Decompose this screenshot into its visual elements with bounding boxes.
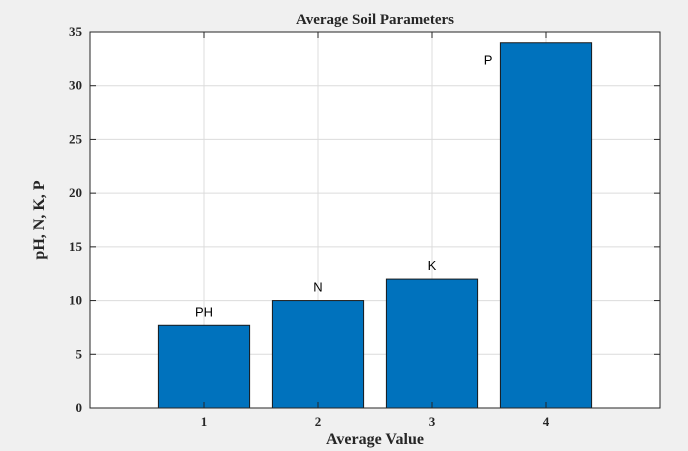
y-tick-label: 15 — [69, 239, 83, 254]
x-tick-labels: 1 2 3 4 — [201, 414, 550, 429]
x-tick-label: 3 — [429, 414, 436, 429]
y-tick-label: 20 — [69, 185, 82, 200]
ticks — [90, 31, 660, 409]
bar-label: PH — [195, 304, 213, 319]
y-tick-labels: 0 5 10 15 20 25 30 35 — [69, 24, 83, 415]
x-tick-label: 4 — [543, 414, 550, 429]
y-tick-label: 0 — [76, 400, 83, 415]
chart-title: Average Soil Parameters — [296, 12, 454, 28]
x-tick-label: 1 — [201, 414, 208, 429]
axes-box — [89, 31, 661, 409]
bar — [499, 42, 593, 409]
bar-labels: PH N K P — [195, 53, 492, 320]
bar-label: P — [484, 53, 493, 68]
y-tick-label: 35 — [69, 24, 83, 39]
bar — [385, 278, 479, 409]
y-axis-label: pH, N, K, P — [31, 180, 48, 259]
x-tick-label: 2 — [315, 414, 322, 429]
bar-label: K — [428, 258, 437, 273]
y-tick-label: 10 — [69, 293, 82, 308]
y-tick-label: 25 — [69, 131, 83, 146]
bar-label: N — [313, 280, 322, 295]
y-tick-label: 30 — [69, 78, 82, 93]
x-axis-label: Average Value — [326, 431, 424, 448]
bar — [157, 324, 251, 409]
y-tick-label: 5 — [76, 346, 83, 361]
bars — [157, 42, 593, 409]
bar — [271, 300, 365, 409]
